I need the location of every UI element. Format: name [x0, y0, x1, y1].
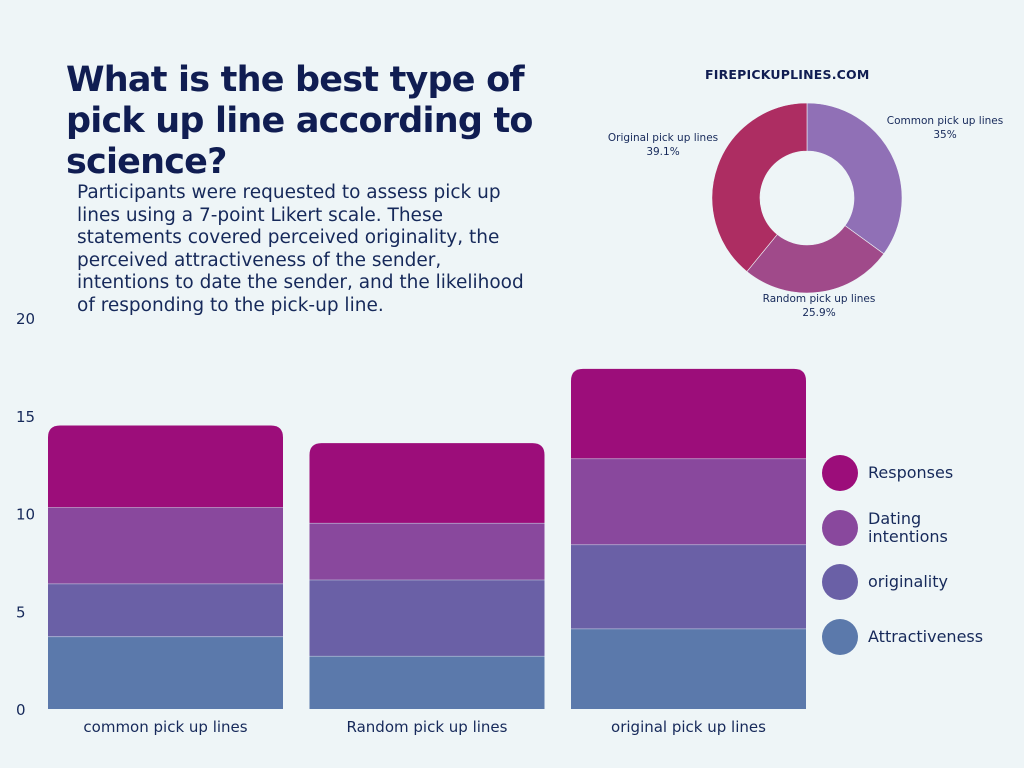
bar-segment-dating-intentions — [48, 507, 283, 584]
legend-item-attractiveness: Attractiveness — [822, 619, 998, 655]
bar-segment-attractiveness — [571, 628, 806, 709]
legend-label: originality — [868, 572, 948, 591]
bar-group — [309, 443, 545, 709]
bar-group — [48, 425, 283, 709]
legend-swatch — [822, 510, 858, 546]
source-label: FIREPICKUPLINES.COM — [705, 67, 870, 82]
legend-swatch — [822, 619, 858, 655]
bar-segment-attractiveness — [48, 636, 283, 709]
legend-item-originality: originality — [822, 564, 998, 600]
bar-segment-originality — [309, 579, 545, 657]
donut-slice-percent: 39.1% — [646, 146, 679, 158]
bar-segment-originality — [571, 544, 806, 629]
donut-slice-random-pick-up-lines — [746, 225, 885, 294]
legend-label: Dating intentions — [868, 509, 948, 546]
legend-item-responses: Responses — [822, 455, 998, 491]
bar-segment-attractiveness — [309, 656, 545, 709]
donut-slice-label: Common pick up lines — [887, 115, 1003, 127]
legend-item-dating-intentions: Dating intentions — [822, 510, 958, 546]
bar-segment-responses — [309, 443, 545, 524]
x-category-label: Random pick up lines — [347, 718, 508, 736]
x-category-label: common pick up lines — [83, 718, 247, 736]
y-tick-label: 10 — [16, 506, 35, 524]
legend-label: Responses — [868, 463, 954, 482]
bar-segment-dating-intentions — [571, 458, 806, 545]
y-tick-label: 15 — [16, 408, 35, 426]
legend-label: Attractiveness — [868, 627, 984, 646]
y-tick-label: 20 — [16, 310, 35, 328]
y-tick-label: 5 — [16, 603, 26, 621]
donut-slice-percent: 25.9% — [802, 307, 835, 319]
donut-slice-common-pick-up-lines — [806, 102, 903, 255]
bar-segment-responses — [48, 425, 283, 508]
description-text: Participants were requested to assess pi… — [77, 182, 524, 316]
x-category-label: original pick up lines — [611, 718, 766, 736]
donut-slice-label: Random pick up lines — [763, 293, 876, 305]
bar-segment-responses — [571, 368, 806, 459]
legend-swatch — [822, 455, 858, 491]
page-title: What is the best type of pick up line ac… — [66, 60, 533, 182]
bar-segment-originality — [48, 583, 283, 637]
legend-swatch — [822, 564, 858, 600]
bar-group — [571, 368, 806, 709]
donut-slice-percent: 35% — [933, 129, 956, 141]
donut-slice-label: Original pick up lines — [608, 132, 718, 144]
y-tick-label: 0 — [16, 701, 26, 719]
bar-segment-dating-intentions — [309, 523, 545, 580]
donut-slice-original-pick-up-lines — [711, 102, 808, 273]
